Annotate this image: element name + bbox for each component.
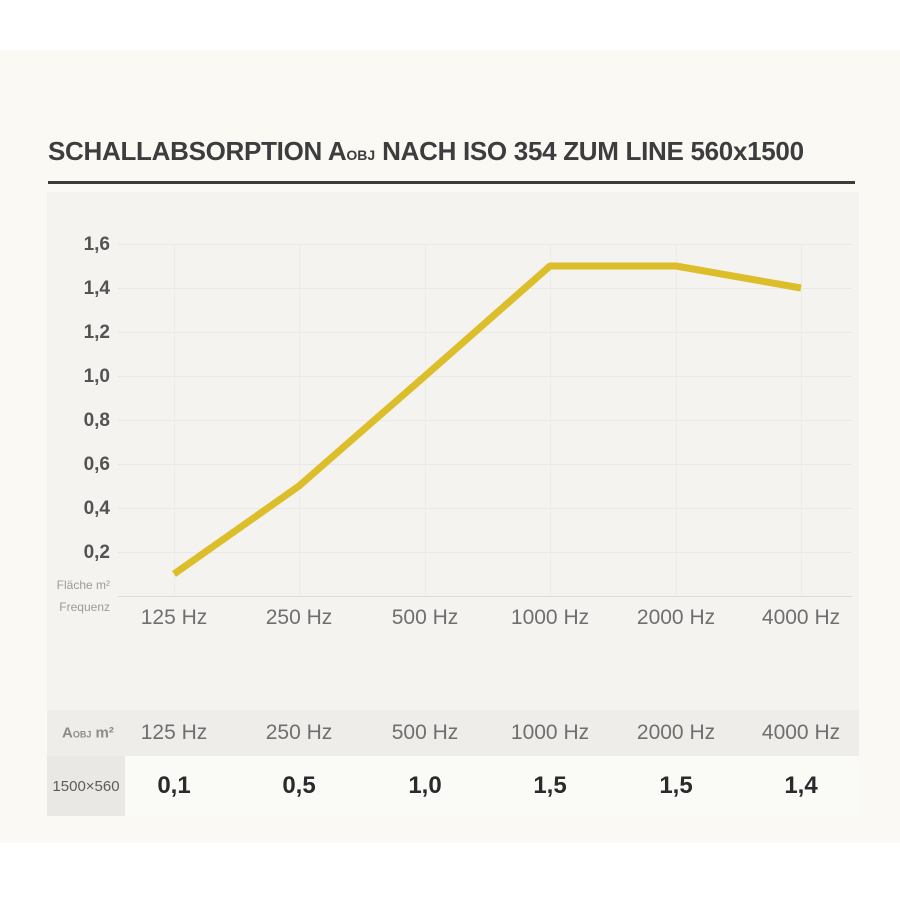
x-tick-label: 4000 Hz bbox=[761, 606, 841, 629]
x-tick-label: 2000 Hz bbox=[636, 606, 716, 629]
page-title-suffix: NACH ISO 354 ZUM LINE 560x1500 bbox=[375, 136, 804, 166]
gridline-vertical bbox=[299, 244, 300, 596]
page-title-prefix: SCHALLABSORPTION A bbox=[48, 136, 347, 166]
absorption-line bbox=[171, 262, 802, 577]
table-row-label-cell: 1500×560 bbox=[47, 756, 125, 816]
y-tick-label: 0,4 bbox=[83, 498, 110, 519]
table-header-label: AOBJ m² bbox=[62, 725, 114, 742]
x-tick-label: 1000 Hz bbox=[510, 606, 590, 629]
table-cell-value: 1,5 bbox=[659, 772, 693, 799]
gridline-horizontal bbox=[118, 288, 852, 289]
gridline-horizontal bbox=[118, 464, 852, 465]
table-header-label-subscript: OBJ bbox=[72, 729, 92, 740]
gridline-vertical bbox=[676, 244, 677, 596]
page-title-subscript: OBJ bbox=[346, 147, 376, 163]
gridline-horizontal bbox=[118, 376, 852, 377]
x-axis-line bbox=[118, 596, 852, 597]
chart-panel: 1,6 1,4 1,2 1,0 0,8 0,6 0,4 0,2 Fläche m² Frequ… bbox=[47, 192, 859, 710]
table-column-header: 250 Hz bbox=[265, 721, 333, 744]
table-row-label: 1500×560 bbox=[52, 777, 120, 795]
title-divider bbox=[48, 181, 855, 184]
gridline-horizontal bbox=[118, 332, 852, 333]
page-title: SCHALLABSORPTION AOBJ NACH ISO 354 ZUM L… bbox=[48, 136, 868, 167]
x-tick-label: 125 Hz bbox=[140, 606, 208, 629]
table-column-header: 125 Hz bbox=[140, 721, 208, 744]
table-cell-value: 0,5 bbox=[282, 772, 316, 799]
y-tick-label: 0,2 bbox=[83, 542, 110, 563]
gridline-horizontal bbox=[118, 420, 852, 421]
table-header-row: AOBJ m² 125 Hz 250 Hz 500 Hz 1000 Hz 2000 Hz… bbox=[47, 710, 859, 756]
table-column-header: 1000 Hz bbox=[510, 721, 590, 744]
y-tick-label: 1,6 bbox=[83, 234, 110, 255]
table-column-header: 500 Hz bbox=[391, 721, 459, 744]
x-tick-label: 500 Hz bbox=[391, 606, 459, 629]
table-data-row: 1500×560 0,1 0,5 1,0 1,5 1,5 1,4 bbox=[47, 756, 859, 816]
y-tick-label: 0,8 bbox=[83, 410, 110, 431]
chart-svg bbox=[171, 262, 802, 577]
table-header-label-suffix: m² bbox=[91, 724, 114, 742]
y-tick-label: 1,2 bbox=[83, 322, 110, 343]
gridline-vertical bbox=[801, 244, 802, 596]
table-column-header: 2000 Hz bbox=[636, 721, 716, 744]
table-cell-value: 1,4 bbox=[784, 772, 818, 799]
table-cell-value: 1,0 bbox=[408, 772, 442, 799]
y-tick-label: 1,4 bbox=[83, 278, 110, 299]
x-tick-label: 250 Hz bbox=[265, 606, 333, 629]
gridline-vertical bbox=[550, 244, 551, 596]
gridline-horizontal bbox=[118, 244, 852, 245]
table-header-label-prefix: A bbox=[62, 724, 73, 742]
y-tick-label: 0,6 bbox=[83, 454, 110, 475]
y-tick-label: 1,0 bbox=[83, 366, 110, 387]
gridline-vertical bbox=[425, 244, 426, 596]
gridline-horizontal bbox=[118, 508, 852, 509]
axis-caption-frequency: Frequenz bbox=[59, 600, 110, 614]
gridline-vertical bbox=[174, 244, 175, 596]
table-cell-value: 0,1 bbox=[157, 772, 191, 799]
gridline-horizontal bbox=[118, 552, 852, 553]
table-cell-value: 1,5 bbox=[533, 772, 567, 799]
table-column-header: 4000 Hz bbox=[761, 721, 841, 744]
axis-caption-area: Fläche m² bbox=[56, 578, 110, 592]
content-panel: SCHALLABSORPTION AOBJ NACH ISO 354 ZUM L… bbox=[0, 50, 900, 843]
